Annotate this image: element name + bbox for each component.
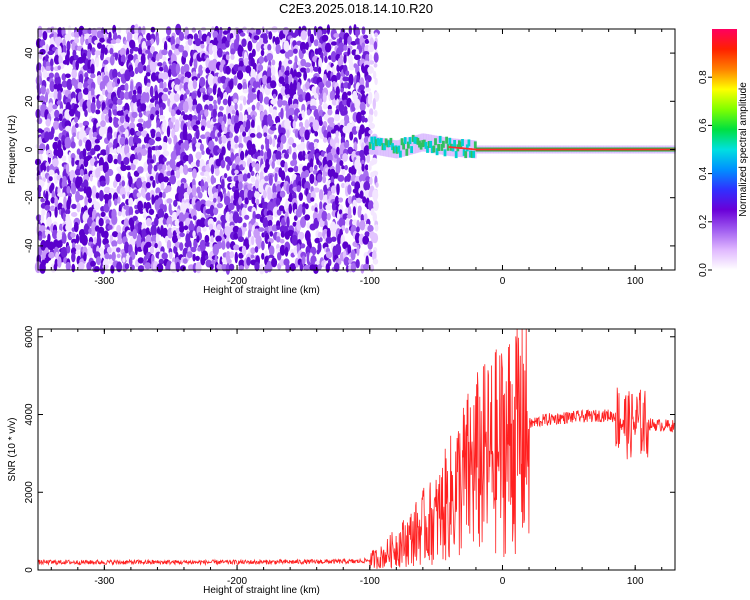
heatmap-x-tick-label: -200 xyxy=(227,276,247,287)
heatmap-x-tick-label: 100 xyxy=(627,276,644,287)
colorbar-tick-label: 0.4 xyxy=(698,166,709,180)
snr-series-line xyxy=(37,328,675,569)
snr-y-tick-label: 4000 xyxy=(24,403,35,426)
snr-x-tick-label: -200 xyxy=(227,576,247,587)
snr-x-tick-label: 100 xyxy=(627,576,644,587)
snr-y-tick-label: 6000 xyxy=(24,325,35,348)
snr-frame xyxy=(37,328,676,571)
snr-x-axis-label: Height of straight line (km) xyxy=(203,585,320,596)
snr-y-axis-label: SNR (10 * v/v) xyxy=(7,418,18,482)
heatmap-y-tick-label: 0 xyxy=(24,146,35,152)
colorbar-gradient xyxy=(712,29,737,270)
colorbar-tick-label: 0.2 xyxy=(698,214,709,228)
heatmap-x-tick-label: -300 xyxy=(94,276,114,287)
snr-x-tick-label: 0 xyxy=(500,576,506,587)
heatmap-x-tick-label: -100 xyxy=(360,276,380,287)
colorbar-tick-label: 0.8 xyxy=(698,70,709,84)
snr-y-tick-label: 2000 xyxy=(24,481,35,504)
heatmap-y-tick-label: -40 xyxy=(24,238,35,253)
heatmap-y-axis-label: Frequency (Hz) xyxy=(7,115,18,184)
heatmap-y-tick-label: 20 xyxy=(24,95,35,107)
snr-x-tick-label: -300 xyxy=(94,576,114,587)
heatmap-y-tick-label: -20 xyxy=(24,190,35,205)
colorbar-label: Normalized spectral amplitude xyxy=(738,82,749,217)
snr-x-axis: -300 -200 -100 0 100 xyxy=(50,329,663,587)
snr-y-axis: 0 2000 4000 6000 xyxy=(24,325,675,573)
snr-x-tick-label: -100 xyxy=(360,576,380,587)
heatmap-cells xyxy=(34,23,380,275)
heatmap-x-axis-label: Height of straight line (km) xyxy=(203,285,320,296)
colorbar-tick-label: 0.0 xyxy=(698,263,709,277)
heatmap-x-tick-label: 0 xyxy=(500,276,506,287)
colorbar-tick-label: 0.6 xyxy=(698,118,709,132)
snr-y-tick-label: 0 xyxy=(24,567,35,573)
colorbar: 0.0 0.2 0.4 0.6 0.8 Normalized spectral ampl… xyxy=(698,29,749,277)
heatmap-signal-track xyxy=(368,133,676,159)
colorbar-ticks: 0.0 0.2 0.4 0.6 0.8 xyxy=(698,70,712,277)
figure-title: C2E3.2025.018.14.10.R20 xyxy=(279,1,433,16)
heatmap-x-axis: -300 -200 -100 0 100 xyxy=(50,29,663,287)
heatmap-y-tick-label: 40 xyxy=(24,47,35,59)
heatmap-y-axis: -40 -20 0 20 40 xyxy=(24,47,675,253)
